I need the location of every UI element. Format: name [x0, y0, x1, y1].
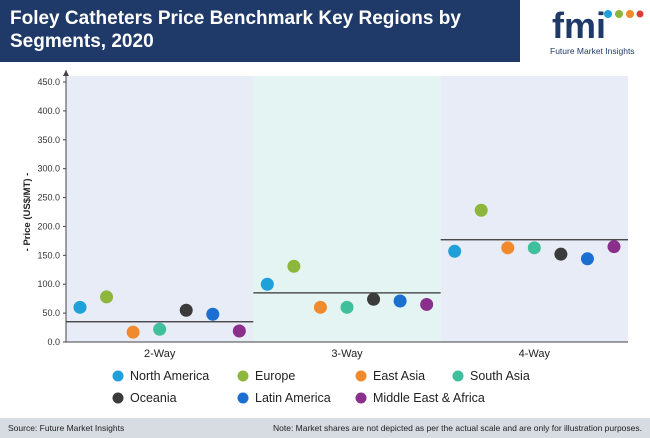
logo-dot-4	[636, 10, 644, 18]
legend-label: North America	[130, 369, 209, 383]
segment-panel	[440, 76, 628, 342]
chart-svg: 0.0 50.0 100.0 150.0 200.0 250.0 300.0 350.0 400…	[22, 70, 628, 405]
data-point	[474, 203, 488, 217]
logo-dot-2	[615, 10, 623, 18]
data-point	[554, 247, 568, 261]
data-point	[100, 290, 114, 304]
title-band: Foley Catheters Price Benchmark Key Regi…	[0, 0, 520, 62]
y-tick-label: 0.0	[47, 337, 60, 347]
x-category-label: 3-Way	[331, 348, 363, 360]
legend-marker	[355, 392, 367, 404]
y-tick-label: 300.0	[37, 164, 60, 174]
note-text: Note: Market shares are not depicted as …	[272, 423, 642, 433]
y-tick-label: 400.0	[37, 106, 60, 116]
data-point	[448, 244, 462, 258]
header: Foley Catheters Price Benchmark Key Regi…	[0, 0, 650, 62]
legend-label: Middle East & Africa	[373, 391, 485, 405]
source-text: Source: Future Market Insights	[8, 423, 125, 433]
data-point	[527, 241, 541, 255]
data-point	[580, 252, 594, 266]
y-tick-label: 200.0	[37, 221, 60, 231]
data-point	[126, 325, 140, 339]
data-point	[340, 300, 354, 314]
legend-label: Latin America	[255, 391, 331, 405]
data-point	[206, 307, 220, 321]
data-point	[607, 240, 621, 254]
data-point	[420, 297, 434, 311]
data-point	[287, 259, 301, 273]
data-point	[501, 241, 515, 255]
data-point	[393, 294, 407, 308]
y-axis-label: - Price (US$/MT) -	[22, 173, 33, 252]
data-point	[313, 300, 327, 314]
footer: Source: Future Market Insights Note: Mar…	[0, 418, 650, 438]
legend-label: Europe	[255, 369, 295, 383]
y-tick-label: 50.0	[42, 308, 60, 318]
logo-text: fmi	[552, 5, 606, 46]
chart: 0.0 50.0 100.0 150.0 200.0 250.0 300.0 350.0 400…	[0, 62, 650, 418]
legend-marker	[237, 370, 249, 382]
logo-dot-3	[626, 10, 634, 18]
logo-dot-1	[604, 10, 612, 18]
segment-panel	[66, 76, 254, 342]
legend-marker	[237, 392, 249, 404]
data-point	[260, 277, 274, 291]
legend-label: East Asia	[373, 369, 425, 383]
chart-title: Foley Catheters Price Benchmark Key Regi…	[10, 8, 461, 52]
legend-label: South Asia	[470, 369, 530, 383]
x-category-label: 4-Way	[519, 348, 551, 360]
y-tick-label: 450.0	[37, 77, 60, 87]
segment-panel	[253, 76, 441, 342]
legend-marker	[112, 392, 124, 404]
y-tick-label: 150.0	[37, 250, 60, 260]
data-point	[232, 324, 246, 338]
legend-marker	[355, 370, 367, 382]
legend-marker	[452, 370, 464, 382]
legend-marker	[112, 370, 124, 382]
legend-label: Oceania	[130, 391, 177, 405]
data-point	[153, 322, 167, 336]
fmi-logo: fmi Future Market Insights	[550, 5, 644, 56]
data-point	[73, 300, 87, 314]
data-point	[179, 303, 193, 317]
y-axis-arrow	[63, 70, 69, 76]
y-tick-label: 250.0	[37, 193, 60, 203]
logo-caption: Future Market Insights	[550, 46, 635, 56]
y-tick-label: 350.0	[37, 135, 60, 145]
data-point	[367, 292, 381, 306]
x-category-label: 2-Way	[144, 348, 176, 360]
y-tick-label: 100.0	[37, 279, 60, 289]
